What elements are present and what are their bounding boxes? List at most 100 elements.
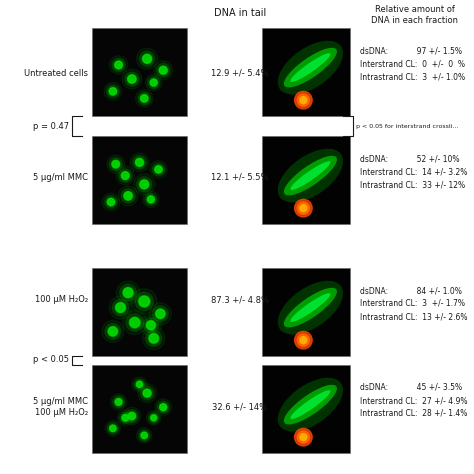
Circle shape (145, 193, 157, 205)
Circle shape (143, 327, 165, 350)
Circle shape (141, 432, 148, 439)
Circle shape (147, 196, 154, 203)
Circle shape (140, 94, 148, 103)
Text: 12.9 +/- 5.4%: 12.9 +/- 5.4% (211, 69, 269, 78)
Circle shape (300, 97, 307, 104)
Circle shape (149, 334, 158, 343)
Circle shape (143, 389, 152, 398)
Text: Intrastrand CL:  3  +/- 1.0%: Intrastrand CL: 3 +/- 1.0% (360, 72, 465, 81)
Ellipse shape (278, 378, 343, 431)
Circle shape (118, 410, 133, 426)
Ellipse shape (278, 149, 343, 202)
Circle shape (146, 74, 162, 91)
Circle shape (131, 289, 157, 314)
Circle shape (143, 389, 151, 397)
Text: DNA in tail: DNA in tail (214, 8, 266, 18)
Circle shape (134, 379, 145, 390)
Text: dsDNA:            45 +/- 3.5%: dsDNA: 45 +/- 3.5% (360, 383, 462, 392)
Circle shape (297, 431, 310, 443)
Text: 32.6 +/- 14%: 32.6 +/- 14% (212, 402, 267, 411)
Bar (92, 268, 187, 356)
Circle shape (139, 51, 155, 66)
Circle shape (107, 155, 125, 173)
Bar (92, 365, 187, 453)
Circle shape (108, 199, 115, 206)
Circle shape (139, 179, 149, 190)
Circle shape (300, 337, 307, 344)
Circle shape (123, 310, 147, 335)
Circle shape (109, 56, 128, 74)
Circle shape (109, 158, 122, 171)
Circle shape (146, 330, 162, 346)
Circle shape (121, 189, 135, 203)
Circle shape (139, 296, 149, 307)
Circle shape (117, 281, 140, 304)
Circle shape (141, 432, 147, 438)
Circle shape (109, 327, 117, 336)
Circle shape (294, 331, 312, 349)
Ellipse shape (291, 53, 330, 82)
Ellipse shape (278, 41, 343, 94)
Circle shape (143, 318, 158, 333)
Circle shape (146, 321, 155, 329)
Bar (92, 136, 187, 224)
Text: Interstrand CL:  3  +/- 1.7%: Interstrand CL: 3 +/- 1.7% (360, 299, 465, 308)
Text: Interstrand CL:  27 +/- 4.9%: Interstrand CL: 27 +/- 4.9% (360, 396, 467, 405)
Text: dsDNA:            52 +/- 10%: dsDNA: 52 +/- 10% (360, 154, 459, 163)
Ellipse shape (284, 385, 337, 424)
Circle shape (112, 161, 119, 168)
Circle shape (133, 155, 146, 169)
Circle shape (155, 166, 162, 173)
Circle shape (143, 55, 151, 63)
Circle shape (156, 310, 165, 318)
Circle shape (137, 428, 152, 443)
Circle shape (154, 61, 173, 80)
Circle shape (109, 88, 117, 95)
Circle shape (297, 94, 310, 106)
Circle shape (113, 396, 125, 408)
Text: dsDNA:            84 +/- 1.0%: dsDNA: 84 +/- 1.0% (360, 286, 462, 295)
Circle shape (148, 333, 159, 344)
Circle shape (118, 169, 132, 182)
Circle shape (300, 205, 307, 212)
Circle shape (116, 166, 135, 185)
Circle shape (104, 82, 122, 100)
Circle shape (130, 318, 139, 328)
Circle shape (136, 159, 143, 166)
Circle shape (124, 192, 132, 200)
Text: DNA in each fraction: DNA in each fraction (372, 16, 458, 25)
Circle shape (112, 300, 129, 316)
Circle shape (156, 64, 170, 77)
Circle shape (294, 91, 312, 109)
Circle shape (297, 202, 310, 214)
Circle shape (110, 394, 127, 410)
Text: p < 0.05 for interstrand crossli...: p < 0.05 for interstrand crossli... (356, 124, 458, 128)
Circle shape (118, 186, 138, 206)
Text: 87.3 +/- 4.8%: 87.3 +/- 4.8% (211, 295, 269, 304)
Circle shape (122, 69, 142, 89)
Circle shape (110, 425, 116, 431)
Circle shape (147, 195, 155, 203)
Circle shape (294, 428, 312, 446)
Circle shape (115, 302, 126, 313)
Circle shape (129, 317, 141, 328)
Circle shape (132, 377, 147, 392)
Circle shape (107, 85, 119, 98)
Circle shape (159, 66, 168, 75)
Circle shape (142, 54, 152, 64)
Circle shape (136, 381, 143, 388)
Circle shape (143, 191, 159, 208)
Circle shape (109, 87, 117, 96)
Circle shape (102, 193, 120, 211)
Circle shape (139, 430, 150, 441)
Circle shape (123, 407, 141, 425)
Circle shape (126, 410, 138, 422)
Ellipse shape (291, 390, 330, 419)
Circle shape (150, 414, 157, 421)
Circle shape (115, 61, 122, 69)
Circle shape (102, 320, 124, 342)
Circle shape (146, 320, 156, 330)
Text: Relative amount of: Relative amount of (375, 5, 455, 14)
Circle shape (137, 383, 156, 402)
Circle shape (148, 76, 160, 89)
